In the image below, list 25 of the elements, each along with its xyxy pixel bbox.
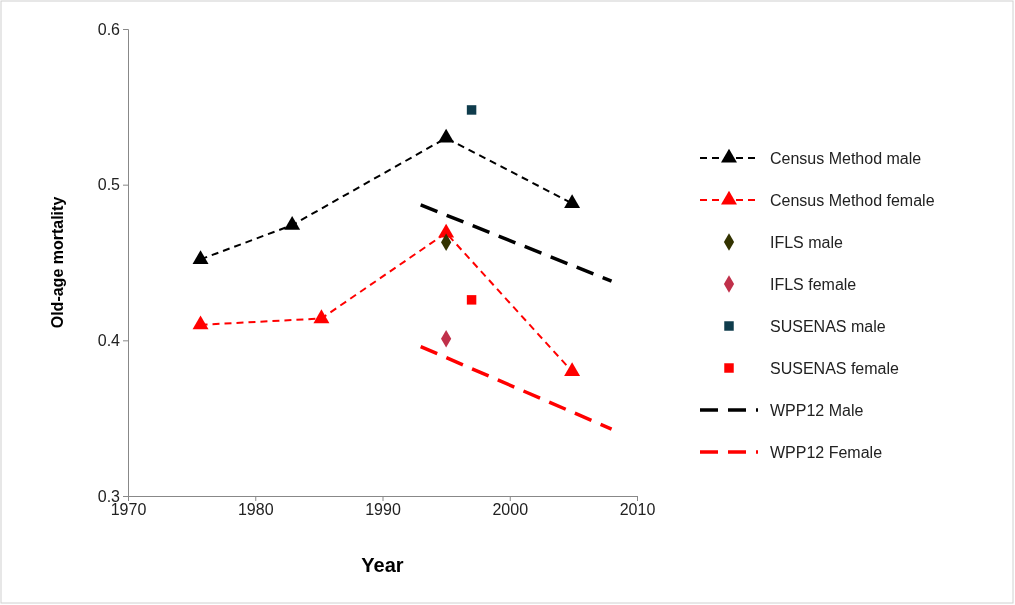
legend-label: IFLS male <box>770 234 844 251</box>
legend-label: WPP12 Male <box>770 402 864 419</box>
legend-label: Census Method female <box>770 192 935 209</box>
legend-label: SUSENAS male <box>770 318 886 335</box>
point <box>438 128 455 143</box>
point <box>313 309 330 324</box>
point <box>284 215 301 230</box>
legend-label: SUSENAS female <box>770 360 900 377</box>
x-tick-label: 2000 <box>492 501 529 519</box>
point <box>192 250 209 264</box>
x-tick-label: 2010 <box>619 501 656 519</box>
x-tick-label: 1980 <box>237 501 274 519</box>
legend-label: Census Method male <box>770 150 922 167</box>
x-tick-label: 1990 <box>365 501 401 519</box>
x-axis-title: Year <box>361 554 404 576</box>
x-tick-label: 1970 <box>110 501 147 519</box>
y-tick-label: 0.4 <box>97 331 121 349</box>
legend-label: WPP12 Female <box>770 444 883 461</box>
point <box>192 315 209 330</box>
y-tick-label: 0.6 <box>97 20 121 38</box>
legend-label: IFLS female <box>770 276 857 293</box>
point <box>564 362 581 377</box>
point <box>564 194 581 208</box>
y-tick-label: 0.5 <box>97 176 121 194</box>
y-axis-title: Old-age mortality <box>49 196 66 329</box>
